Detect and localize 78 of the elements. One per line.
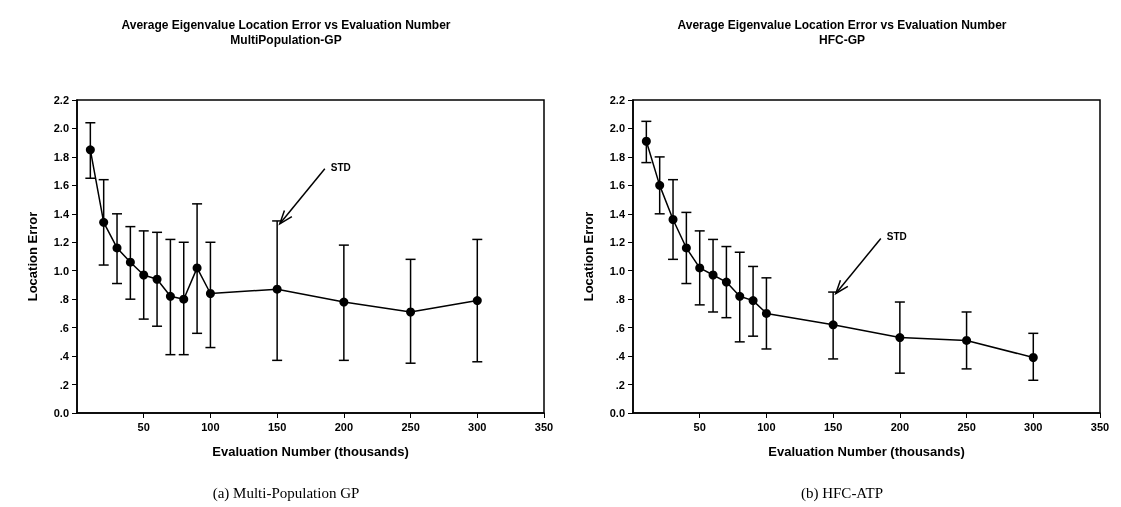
y-tick-label: 2.0 xyxy=(609,122,625,135)
point xyxy=(179,294,189,304)
x-tick-label: 300 xyxy=(468,420,487,433)
point xyxy=(828,320,838,330)
point xyxy=(99,217,109,227)
x-tick-label: 200 xyxy=(890,420,910,433)
y-tick-label: 1.2 xyxy=(609,236,625,249)
point xyxy=(139,270,149,280)
point xyxy=(668,215,678,225)
point xyxy=(85,145,95,155)
y-tick-label: 2.2 xyxy=(53,94,69,106)
x-tick-label: 50 xyxy=(137,420,150,433)
y-tick-label: .2 xyxy=(615,378,625,391)
point xyxy=(721,277,731,287)
y-tick-label: 1.6 xyxy=(609,179,625,192)
y-tick-label: 1.2 xyxy=(53,236,69,249)
point xyxy=(406,307,416,317)
point xyxy=(748,296,758,306)
y-tick-label: 1.4 xyxy=(53,207,70,220)
text: (a) Multi-Population GP xyxy=(212,484,360,502)
point xyxy=(472,296,482,306)
x-tick-label: 100 xyxy=(757,420,776,433)
x-tick-label: 200 xyxy=(334,420,354,433)
y-tick-label: .8 xyxy=(615,293,625,306)
x-tick-label: 350 xyxy=(1090,420,1110,433)
point xyxy=(761,308,771,318)
point xyxy=(165,291,175,301)
x-tick-label: 250 xyxy=(957,420,976,433)
point xyxy=(152,274,162,284)
y-tick-label: 2.2 xyxy=(609,94,625,106)
y-tick-label: 1.8 xyxy=(53,150,69,163)
y-axis-title: Location Error xyxy=(581,211,596,302)
point xyxy=(192,263,202,273)
y-tick-label: 1.4 xyxy=(609,207,626,220)
x-tick-label: 150 xyxy=(267,420,287,433)
chart-title: Average Eigenvalue Location Error vs Evaluation Number xyxy=(677,18,1007,32)
x-tick-label: 300 xyxy=(1024,420,1043,433)
point xyxy=(641,136,651,146)
chart-subtitle: MultiPopulation-GP xyxy=(230,33,342,47)
point xyxy=(272,284,282,294)
y-tick-label: .2 xyxy=(59,378,69,391)
x-axis-title: Evaluation Number (thousands) xyxy=(212,444,409,459)
chart-subtitle: HFC-GP xyxy=(819,33,865,47)
point xyxy=(112,243,122,253)
y-tick-label: 0.0 xyxy=(53,407,69,419)
point xyxy=(205,288,215,298)
point xyxy=(1028,353,1038,363)
annotation: STD xyxy=(886,231,907,243)
point xyxy=(695,263,705,273)
point xyxy=(125,257,135,267)
y-tick-label: 1.8 xyxy=(609,150,625,163)
y-tick-label: 1.6 xyxy=(53,179,69,192)
point xyxy=(708,270,718,280)
x-tick-label: 50 xyxy=(693,420,706,433)
annotation: STD xyxy=(330,161,351,173)
x-tick-label: 100 xyxy=(201,420,220,433)
y-tick-label: 1.0 xyxy=(609,264,625,277)
point xyxy=(681,243,691,253)
chart-title: Average Eigenvalue Location Error vs Evaluation Number xyxy=(121,18,451,32)
point xyxy=(735,291,745,301)
x-tick-label: 350 xyxy=(534,420,554,433)
y-tick-label: 0.0 xyxy=(609,407,625,419)
point xyxy=(339,297,349,307)
point xyxy=(655,180,665,190)
x-axis-title: Evaluation Number (thousands) xyxy=(768,444,965,459)
point xyxy=(962,335,972,345)
y-tick-label: 2.0 xyxy=(53,122,69,135)
text: (b) HFC-ATP xyxy=(800,484,884,502)
y-tick-label: .4 xyxy=(615,350,626,363)
point xyxy=(895,333,905,343)
y-axis-title: Location Error xyxy=(25,211,40,302)
x-tick-label: 150 xyxy=(823,420,843,433)
y-tick-label: .4 xyxy=(59,350,70,363)
y-tick-label: .6 xyxy=(615,321,625,334)
y-tick-label: .6 xyxy=(59,321,69,334)
y-tick-label: .8 xyxy=(59,293,69,306)
x-tick-label: 250 xyxy=(401,420,420,433)
y-tick-label: 1.0 xyxy=(53,264,69,277)
